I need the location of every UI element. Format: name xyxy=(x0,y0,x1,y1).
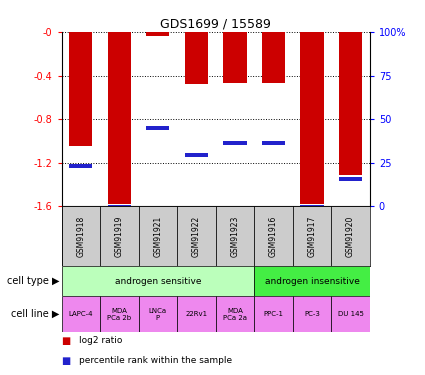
Bar xyxy=(69,164,92,168)
Text: DU 145: DU 145 xyxy=(337,311,363,317)
Text: MDA
PCa 2a: MDA PCa 2a xyxy=(223,308,247,321)
Bar xyxy=(177,206,215,266)
Text: PC-3: PC-3 xyxy=(304,311,320,317)
Bar xyxy=(108,204,131,209)
Text: LAPC-4: LAPC-4 xyxy=(68,311,93,317)
Bar xyxy=(254,266,370,296)
Text: 22Rv1: 22Rv1 xyxy=(185,311,207,317)
Bar xyxy=(300,32,323,204)
Bar xyxy=(215,206,254,266)
Text: androgen insensitive: androgen insensitive xyxy=(264,277,360,286)
Bar xyxy=(100,206,139,266)
Bar xyxy=(331,206,370,266)
Bar xyxy=(62,296,100,332)
Bar xyxy=(177,296,215,332)
Bar xyxy=(62,206,100,266)
Text: androgen sensitive: androgen sensitive xyxy=(115,277,201,286)
Bar xyxy=(300,204,323,209)
Text: GSM91921: GSM91921 xyxy=(153,216,162,257)
Text: cell line ▶: cell line ▶ xyxy=(11,309,60,319)
Bar xyxy=(339,177,362,181)
Text: MDA
PCa 2b: MDA PCa 2b xyxy=(108,308,131,321)
Bar xyxy=(224,141,246,145)
Bar xyxy=(69,32,92,146)
Text: GSM91916: GSM91916 xyxy=(269,216,278,257)
Text: cell type ▶: cell type ▶ xyxy=(7,276,60,286)
Title: GDS1699 / 15589: GDS1699 / 15589 xyxy=(160,18,271,31)
Bar xyxy=(139,206,177,266)
Text: PPC-1: PPC-1 xyxy=(264,311,283,317)
Bar xyxy=(262,141,285,145)
Text: ■: ■ xyxy=(62,356,71,366)
Text: GSM91918: GSM91918 xyxy=(76,216,85,257)
Bar xyxy=(262,32,285,83)
Bar xyxy=(293,296,331,332)
Text: GSM91922: GSM91922 xyxy=(192,216,201,257)
Bar xyxy=(339,32,362,175)
Bar xyxy=(62,266,254,296)
Bar xyxy=(139,296,177,332)
Bar xyxy=(146,32,170,36)
Bar xyxy=(254,296,293,332)
Bar xyxy=(331,296,370,332)
Bar xyxy=(224,32,246,83)
Text: percentile rank within the sample: percentile rank within the sample xyxy=(79,356,232,365)
Bar xyxy=(254,206,293,266)
Bar xyxy=(100,296,139,332)
Text: log2 ratio: log2 ratio xyxy=(79,336,122,345)
Text: GSM91920: GSM91920 xyxy=(346,216,355,257)
Bar xyxy=(185,32,208,84)
Text: LNCa
P: LNCa P xyxy=(149,308,167,321)
Bar xyxy=(293,206,331,266)
Bar xyxy=(146,126,170,130)
Bar xyxy=(185,153,208,157)
Text: GSM91919: GSM91919 xyxy=(115,216,124,257)
Text: GSM91917: GSM91917 xyxy=(307,216,317,257)
Bar xyxy=(215,296,254,332)
Bar xyxy=(108,32,131,204)
Text: GSM91923: GSM91923 xyxy=(230,216,239,257)
Text: ■: ■ xyxy=(62,336,71,346)
